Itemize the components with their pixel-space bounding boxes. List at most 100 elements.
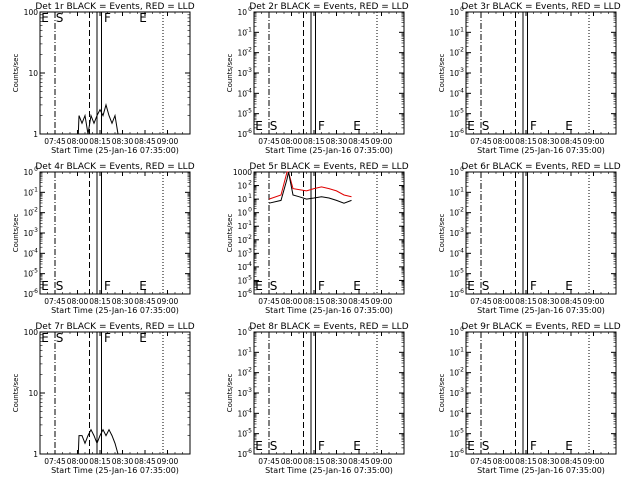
y-tick-exponent: -6	[246, 288, 252, 295]
y-tick-label: 10	[23, 168, 33, 177]
panel-title: Det 5r BLACK = Events, RED = LLD	[249, 162, 408, 172]
x-tick-label: 08:00	[281, 137, 303, 146]
y-tick-exponent: 1	[248, 193, 252, 200]
y-tick-exponent: -1	[458, 346, 464, 353]
y-tick-label: 10	[237, 182, 247, 191]
marker-letter-s: S	[56, 331, 64, 345]
x-tick-label: 07:45	[44, 457, 66, 466]
marker-letter-e1: E	[41, 11, 49, 25]
y-tick-exponent: -3	[32, 227, 38, 234]
y-tick-label: 10	[449, 450, 459, 459]
y-tick-label: 10	[237, 222, 247, 231]
x-tick-label: 09:00	[371, 297, 393, 306]
y-tick-label: 10	[237, 450, 247, 459]
marker-letter-e2: E	[139, 11, 147, 25]
marker-letter-e1: E	[255, 119, 263, 133]
panel-7: Det 7r BLACK = Events, RED = LLD Counts/s…	[12, 322, 195, 475]
y-tick-label: 10	[23, 209, 33, 218]
marker-letter-e2: E	[565, 119, 573, 133]
x-tick-label: 09:00	[583, 297, 605, 306]
series-events	[268, 171, 352, 204]
x-tick-label: 08:00	[281, 457, 303, 466]
y-tick-label: 10	[237, 263, 247, 272]
y-axis-label: Counts/sec	[226, 374, 234, 413]
y-tick-exponent: 2	[248, 180, 252, 187]
marker-letter-e1: E	[255, 439, 263, 453]
y-tick-label: 10	[449, 409, 459, 418]
y-tick-exponent: -6	[458, 288, 464, 295]
x-tick-label: 08:00	[281, 297, 303, 306]
x-tick-label: 07:45	[258, 137, 280, 146]
x-tick-label: 09:00	[583, 457, 605, 466]
marker-letter-e2: E	[565, 439, 573, 453]
y-axis-label: Counts/sec	[12, 374, 20, 413]
marker-letter-f: F	[530, 119, 537, 133]
x-tick-label: 08:30	[326, 457, 348, 466]
y-tick-label: 10	[237, 328, 247, 337]
plot-frame	[465, 171, 617, 295]
x-tick-label: 08:15	[89, 137, 111, 146]
x-tick-label: 09:00	[157, 457, 179, 466]
y-tick-label: 10	[23, 290, 33, 299]
x-tick-label: 08:30	[538, 137, 560, 146]
x-tick-label: 08:00	[67, 457, 89, 466]
x-axis-label: Start Time (25-Jan-16 07:35:00)	[265, 146, 393, 155]
y-axis-label: Counts/sec	[12, 54, 20, 93]
marker-letter-e2: E	[353, 279, 361, 293]
marker-letter-e2: E	[353, 119, 361, 133]
panel-2: Det 2r BLACK = Events, RED = LLD Counts/s…	[226, 2, 409, 155]
marker-letter-e2: E	[353, 439, 361, 453]
y-axis-label: Counts/sec	[438, 54, 446, 93]
y-tick-exponent: -3	[246, 67, 252, 74]
y-tick-exponent: -2	[458, 367, 464, 374]
y-tick-exponent: -4	[246, 261, 252, 268]
x-tick-label: 09:00	[371, 137, 393, 146]
y-tick-label: 10	[449, 270, 459, 279]
y-tick-exponent: -3	[246, 387, 252, 394]
y-tick-label: 1	[33, 130, 38, 139]
x-tick-label: 08:45	[348, 297, 370, 306]
y-tick-exponent: -5	[246, 428, 252, 435]
y-tick-label: 10	[449, 290, 459, 299]
panel-1: Det 1r BLACK = Events, RED = LLD Counts/s…	[12, 2, 195, 155]
y-tick-exponent: -4	[458, 87, 464, 94]
panel-4: Det 4r BLACK = Events, RED = LLD Counts/s…	[12, 162, 195, 315]
panel-title: Det 2r BLACK = Events, RED = LLD	[249, 2, 408, 12]
y-tick-label: 10	[449, 49, 459, 58]
x-tick-label: 08:00	[67, 137, 89, 146]
marker-letter-s: S	[56, 279, 64, 293]
panel-6: Det 6r BLACK = Events, RED = LLD Counts/s…	[438, 162, 621, 315]
x-tick-label: 08:45	[560, 457, 582, 466]
panel-title: Det 9r BLACK = Events, RED = LLD	[461, 322, 620, 332]
marker-letter-e1: E	[467, 279, 475, 293]
x-tick-label: 09:00	[371, 457, 393, 466]
x-tick-label: 08:30	[326, 137, 348, 146]
y-tick-exponent: -1	[246, 220, 252, 227]
y-tick-label: 10	[237, 28, 247, 37]
y-tick-exponent: -4	[458, 247, 464, 254]
marker-letter-f: F	[318, 279, 325, 293]
y-tick-label: 10	[23, 249, 33, 258]
marker-letter-s: S	[482, 279, 490, 293]
x-tick-label: 08:15	[303, 137, 325, 146]
y-tick-exponent: 0	[248, 326, 252, 333]
y-tick-label: 100	[24, 328, 39, 337]
y-tick-exponent: -1	[246, 26, 252, 33]
x-tick-label: 08:00	[493, 137, 515, 146]
x-tick-label: 08:15	[89, 457, 111, 466]
y-tick-exponent: -1	[458, 186, 464, 193]
marker-letter-s: S	[270, 119, 278, 133]
y-tick-exponent: -1	[32, 186, 38, 193]
marker-letter-s: S	[56, 11, 64, 25]
marker-letter-s: S	[270, 279, 278, 293]
y-tick-exponent: -3	[458, 67, 464, 74]
x-tick-label: 08:45	[134, 457, 156, 466]
y-tick-label: 10	[237, 195, 247, 204]
y-tick-exponent: -6	[32, 288, 38, 295]
x-tick-label: 08:15	[515, 297, 537, 306]
plot-frame	[465, 11, 617, 135]
plot-frame	[39, 171, 191, 295]
x-tick-label: 08:45	[560, 297, 582, 306]
plot-frame	[253, 171, 405, 295]
